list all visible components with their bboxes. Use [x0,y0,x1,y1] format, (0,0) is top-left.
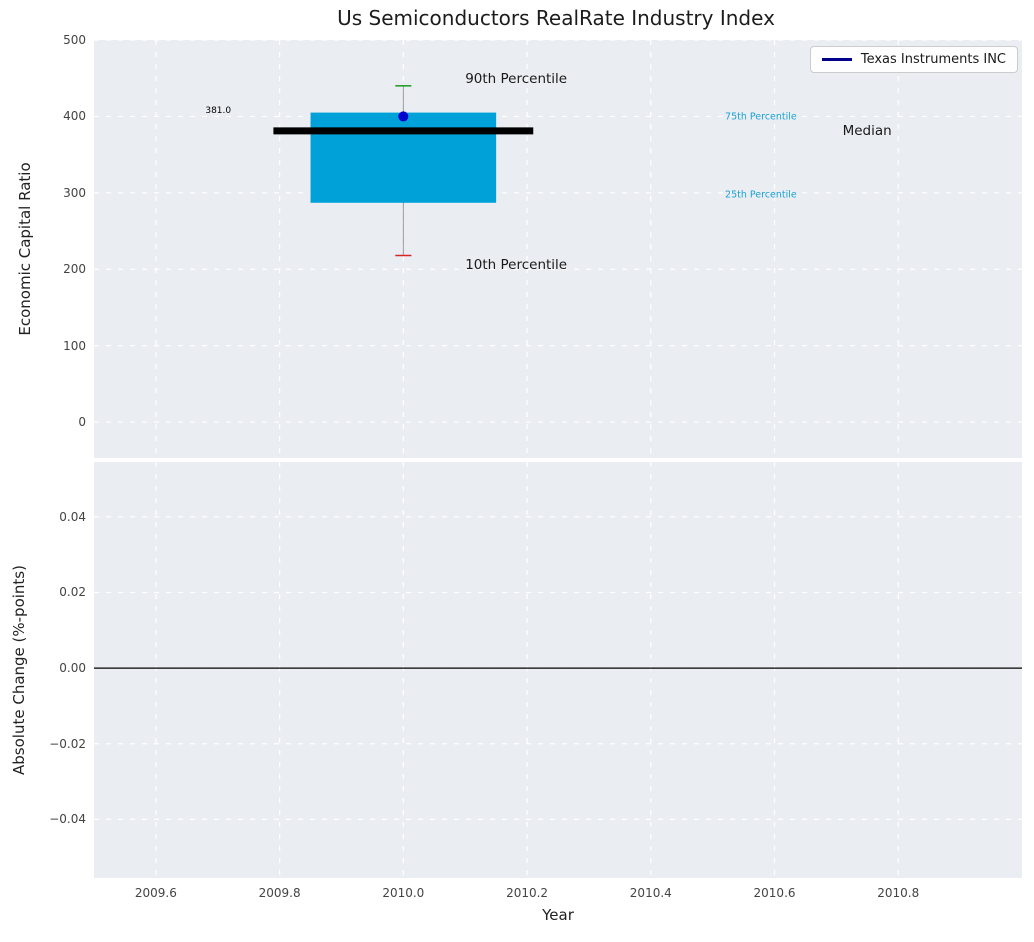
y-tick-label: 0.04 [59,509,86,524]
x-tick-label: 2009.8 [258,886,301,900]
y-tick-label: 100 [63,338,86,353]
x-axis-label: Year [542,906,574,924]
y-tick-label: 300 [63,185,86,200]
top-axes [94,40,1022,458]
annotation: 90th Percentile [465,70,568,87]
y-tick-label: 500 [63,33,86,47]
legend-label: Texas Instruments INC [860,52,1006,67]
x-tick-label: 2010.4 [629,886,672,900]
annotation: 10th Percentile [465,256,568,273]
iqr-box [310,112,497,203]
top-y-axis-label: Economic Capital Ratio [16,162,34,336]
y-tick-label: 200 [63,262,86,277]
y-tick-label: −0.04 [49,812,86,827]
annotation: 75th Percentile [725,111,797,123]
y-tick-label: −0.02 [49,736,86,751]
bottom-y-axis-label: Absolute Change (%-points) [10,565,28,775]
legend-line-sample [821,58,852,61]
bottom-axes [94,462,1022,878]
chart-title: Us Semiconductors RealRate Industry Inde… [337,6,775,30]
y-tick-label: 0.02 [59,585,86,600]
x-tick-label: 2010.8 [877,886,920,900]
x-tick-label: 2010.2 [506,886,549,900]
annotation: 25th Percentile [725,189,797,201]
legend: Texas Instruments INC [809,46,1018,73]
annotation: 381.0 [205,106,232,117]
x-tick-label: 2009.6 [134,886,177,900]
x-tick-label: 2010.0 [382,886,425,900]
y-tick-label: 0.00 [59,661,86,676]
y-tick-label: 0 [78,415,86,430]
y-tick-label: 400 [63,109,86,124]
company-point [398,111,409,122]
x-tick-label: 2010.6 [753,886,796,900]
annotation: Median [842,122,892,139]
